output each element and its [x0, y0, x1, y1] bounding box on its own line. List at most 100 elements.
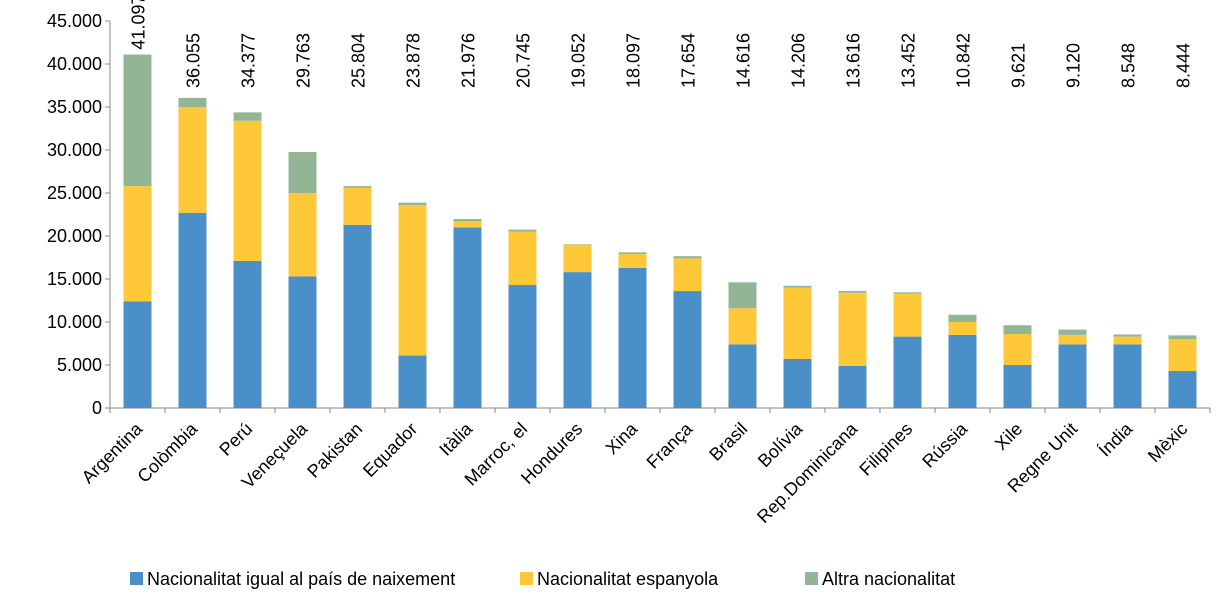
x-tick-label: Itàlia [435, 418, 477, 460]
y-tick-label: 25.000 [47, 183, 102, 203]
bar-segment [839, 291, 867, 293]
y-tick-label: 0 [92, 398, 102, 418]
bar-segment [124, 301, 152, 408]
bar-segment [289, 152, 317, 193]
y-tick-label: 15.000 [47, 269, 102, 289]
x-tick-label: Perú [215, 419, 256, 460]
bar-segment [344, 188, 372, 225]
bar-segment [619, 254, 647, 268]
bar-segment [179, 107, 207, 213]
total-label: 21.976 [459, 33, 479, 88]
bar-segment [729, 282, 757, 308]
legend-label: Altra nacionalitat [822, 569, 955, 589]
bar-segment [1169, 371, 1197, 408]
legend-label: Nacionalitat igual al país de naixement [147, 569, 455, 589]
bar-segment [179, 98, 207, 107]
bar-segment [509, 230, 537, 232]
bar-segment [1169, 335, 1197, 339]
legend-swatch [520, 572, 533, 585]
bar-segment [344, 186, 372, 188]
legend-label: Nacionalitat espanyola [537, 569, 719, 589]
bar-segment [234, 121, 262, 261]
bar-segment [454, 221, 482, 227]
bar-segment [399, 356, 427, 408]
bar-segment [839, 293, 867, 366]
total-label: 13.452 [899, 33, 919, 88]
bar-segment [729, 308, 757, 344]
total-label: 20.745 [514, 33, 534, 88]
x-tick-label: Colòmbia [133, 418, 202, 487]
bar-segment [1004, 334, 1032, 365]
y-tick-label: 30.000 [47, 140, 102, 160]
bar-segment [1004, 325, 1032, 334]
bar-segment [289, 193, 317, 276]
bar-segment [1114, 334, 1142, 336]
bar-segment [454, 227, 482, 408]
bar-segment [344, 225, 372, 408]
bar-segment [124, 55, 152, 187]
bar-segment [509, 232, 537, 285]
total-label: 14.206 [789, 33, 809, 88]
total-label: 25.804 [349, 33, 369, 88]
bar-segment [1059, 330, 1087, 335]
total-label: 34.377 [239, 33, 259, 88]
bar-segment [234, 112, 262, 120]
total-label: 17.654 [679, 33, 699, 88]
legend-swatch [805, 572, 818, 585]
total-label: 41.097 [129, 0, 149, 50]
bar-segment [1004, 365, 1032, 408]
x-tick-label: Rússia [918, 418, 972, 472]
x-tick-label: Bolívia [754, 418, 807, 471]
x-tick-label: Equador [359, 419, 421, 481]
y-tick-label: 20.000 [47, 226, 102, 246]
bar-segment [1114, 337, 1142, 345]
bar-segment [949, 315, 977, 322]
bar-segment [1059, 335, 1087, 344]
bar-segment [564, 272, 592, 408]
total-label: 9.621 [1009, 43, 1029, 88]
bar-segment [454, 219, 482, 221]
bar-segment [289, 276, 317, 408]
legend-swatch [130, 572, 143, 585]
bar-segment [1114, 344, 1142, 408]
bar-segment [839, 366, 867, 408]
bar-segment [949, 335, 977, 408]
bar-segment [619, 268, 647, 408]
bar-segment [729, 344, 757, 408]
total-label: 9.120 [1064, 43, 1084, 88]
total-label: 18.097 [624, 33, 644, 88]
y-tick-label: 35.000 [47, 97, 102, 117]
bar-segment [1169, 339, 1197, 371]
bar-segment [784, 288, 812, 359]
y-tick-label: 5.000 [57, 355, 102, 375]
total-label: 8.548 [1119, 43, 1139, 88]
x-tick-label: Filipines [855, 419, 916, 480]
y-tick-label: 10.000 [47, 312, 102, 332]
x-tick-label: Mèxic [1144, 419, 1191, 466]
bar-segment [674, 258, 702, 291]
total-label: 13.616 [844, 33, 864, 88]
x-tick-label: Índia [1095, 418, 1137, 460]
y-tick-label: 45.000 [47, 11, 102, 31]
bar-segment [674, 256, 702, 258]
x-tick-label: França [643, 418, 697, 472]
bar-segment [179, 213, 207, 408]
total-label: 14.616 [734, 33, 754, 88]
bar-segment [894, 337, 922, 408]
total-label: 36.055 [184, 33, 204, 88]
bar-segment [1059, 344, 1087, 408]
bar-segment [124, 186, 152, 301]
bar-segment [619, 252, 647, 254]
y-tick-label: 40.000 [47, 54, 102, 74]
total-label: 8.444 [1174, 43, 1194, 88]
bar-segment [509, 285, 537, 408]
total-label: 19.052 [569, 33, 589, 88]
bar-segment [784, 359, 812, 408]
bar-segment [399, 203, 427, 205]
bar-segment [784, 286, 812, 288]
x-tick-label: Xile [991, 419, 1026, 454]
bar-segment [674, 291, 702, 408]
bar-segment [399, 205, 427, 355]
x-tick-label: Brasil [705, 419, 751, 465]
